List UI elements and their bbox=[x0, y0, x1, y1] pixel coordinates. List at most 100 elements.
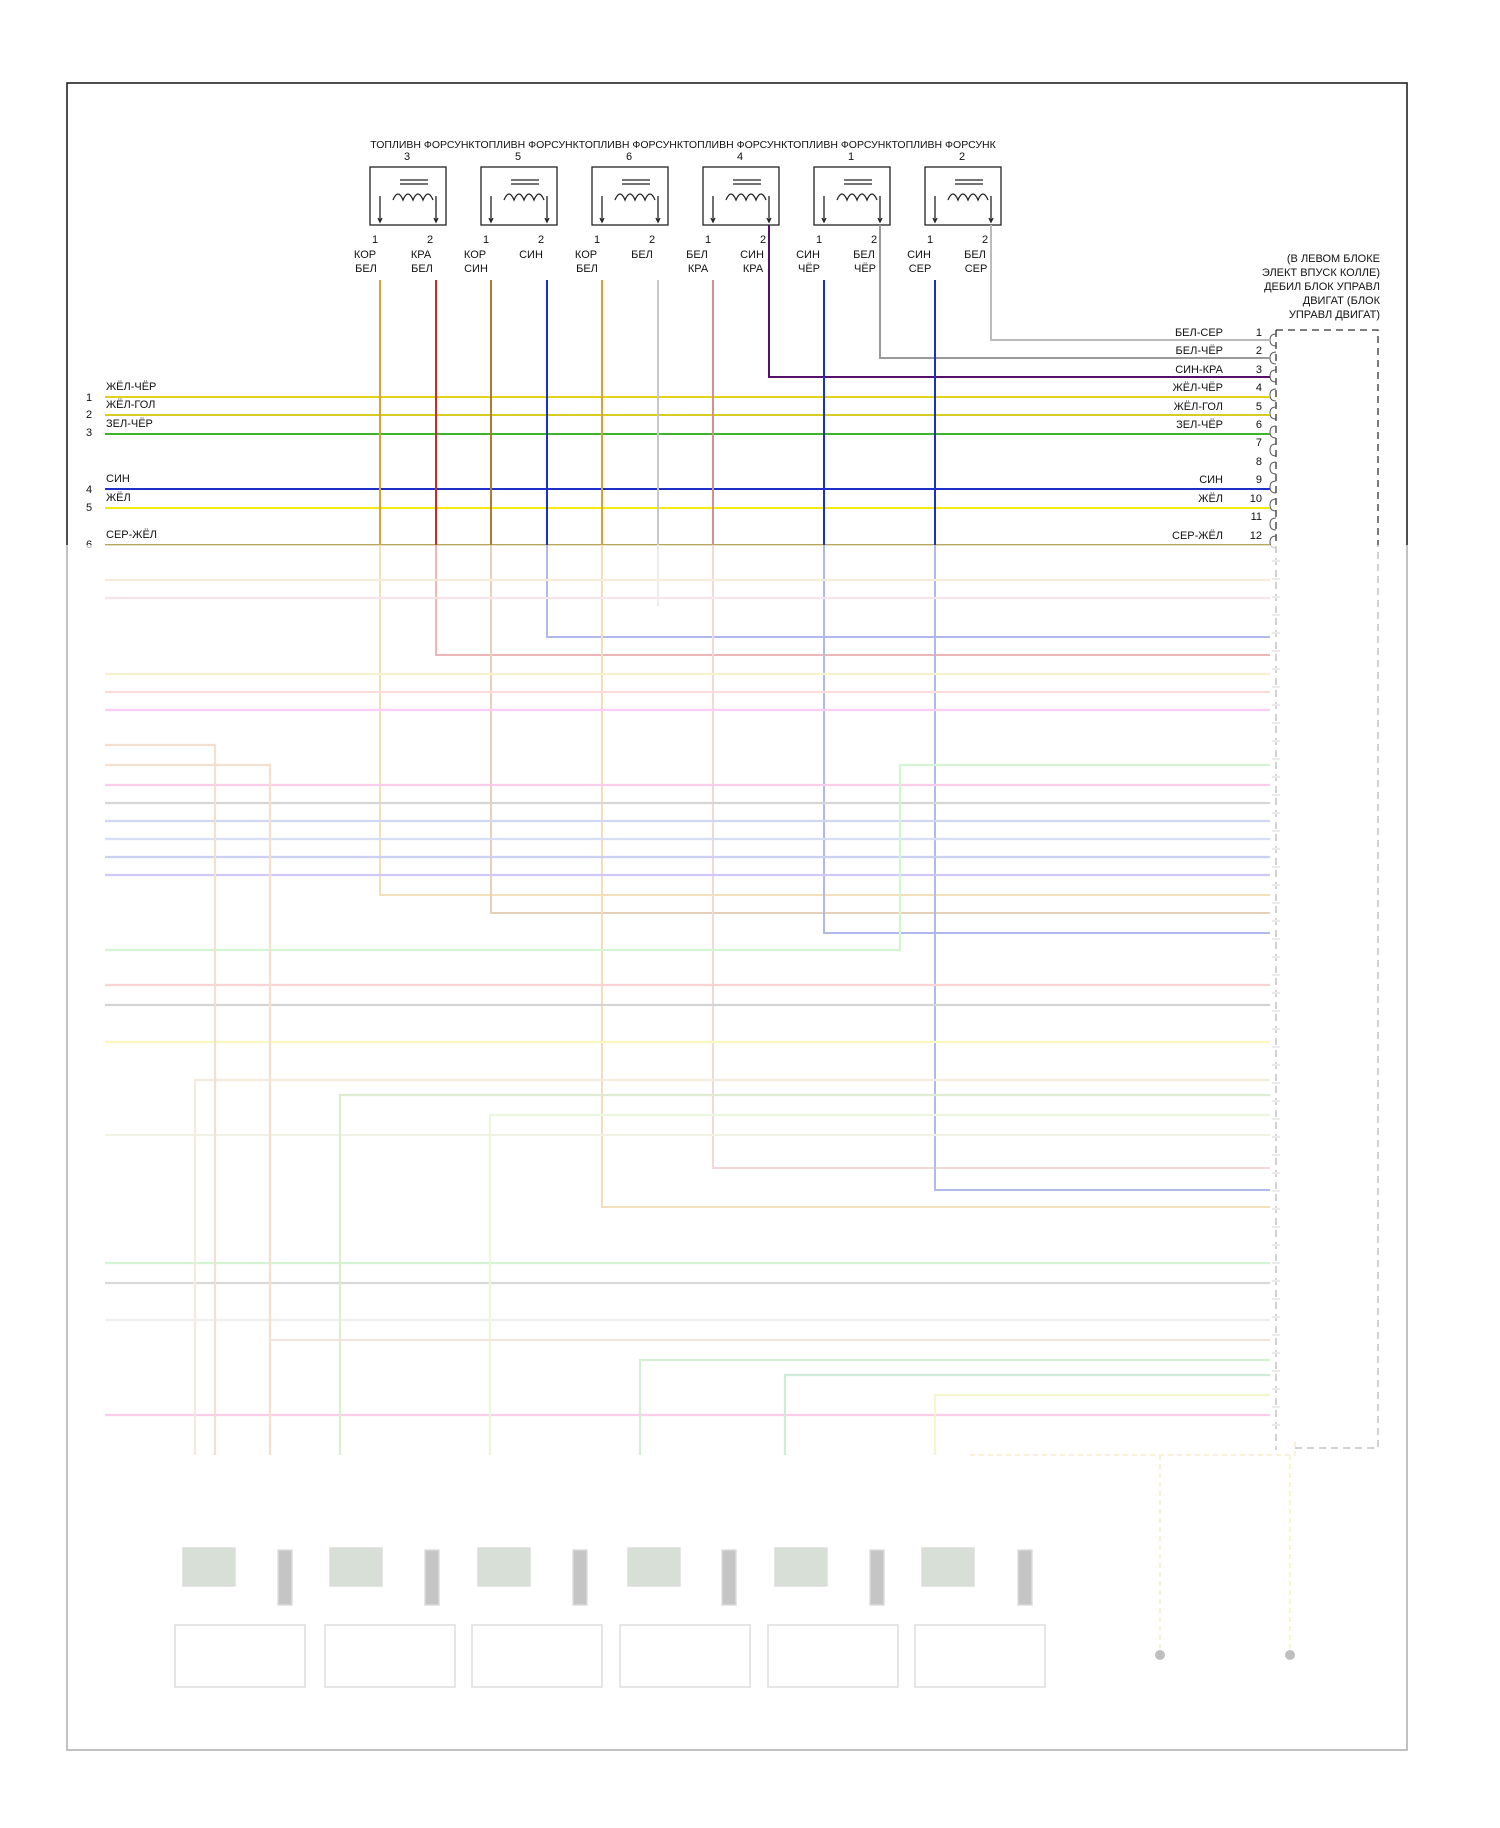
wire-label: БЕЛ bbox=[853, 249, 875, 261]
injector-1 bbox=[813, 166, 891, 226]
wire-label: КРА bbox=[743, 263, 764, 275]
ecu-pin-label: ЖЁЛ-ГОЛ bbox=[1174, 401, 1223, 413]
wire bbox=[488, 1113, 1270, 1455]
injector-2 bbox=[924, 166, 1002, 226]
ecu-pin-number: 6 bbox=[1256, 419, 1262, 431]
ecu-pin-number: 3 bbox=[1256, 364, 1262, 376]
injector-1-number: 1 bbox=[848, 151, 854, 163]
injector-6-number: 6 bbox=[626, 151, 632, 163]
ecu-label-line: УПРАВЛ ДВИГАТ) bbox=[1289, 309, 1380, 321]
coil-2 bbox=[324, 1547, 456, 1688]
wire-label: БЕЛ bbox=[411, 263, 433, 275]
wire bbox=[338, 1093, 1270, 1455]
wire-inj4-1 bbox=[712, 280, 1270, 1169]
ecu-pin-number: 12 bbox=[1250, 530, 1262, 542]
ecu-pin-label: ЖЁЛ bbox=[1198, 493, 1223, 505]
ecu-label-line: ДЕБИЛ БЛОК УПРАВЛ bbox=[1264, 281, 1380, 293]
coil-5 bbox=[767, 1547, 899, 1688]
wire-label: СИН bbox=[907, 249, 931, 261]
ecu-block-outline bbox=[1275, 329, 1379, 1450]
ecu-pin-numbers: 1 2 3 4 5 6 7 8 9 10 11 12 bbox=[1250, 327, 1262, 542]
injector-3 bbox=[369, 166, 447, 226]
injector-4 bbox=[702, 166, 780, 226]
pin-number: 1 bbox=[816, 234, 822, 246]
pin-number: 2 bbox=[427, 234, 433, 246]
pin-number: 1 bbox=[705, 234, 711, 246]
ecu-pin-label: ЗЕЛ-ЧЁР bbox=[1176, 419, 1223, 431]
injector-5 bbox=[480, 166, 558, 226]
ecu-pin-number: 11 bbox=[1251, 511, 1262, 523]
wire bbox=[105, 763, 272, 1455]
ecu-pin-number: 4 bbox=[1256, 382, 1262, 394]
ecu-pin-number: 5 bbox=[1256, 401, 1262, 413]
ecu-pin-number: 1 bbox=[1256, 327, 1262, 339]
left-wire-label: ЗЕЛ-ЧЁР bbox=[106, 418, 153, 430]
ecu-pin-label: СИН bbox=[1199, 474, 1223, 486]
left-wire-label: ЖЁЛ-ЧЁР bbox=[106, 381, 156, 393]
wire-label: БЕЛ bbox=[631, 249, 653, 261]
wire-inj2-1 bbox=[934, 280, 1270, 1191]
wire-label: КОР bbox=[354, 249, 376, 261]
left-wire-label: СИН bbox=[106, 473, 130, 485]
ecu-label: (В ЛЕВОМ БЛОКЕ ЭЛЕКТ ВПУСК КОЛЛЕ) ДЕБИЛ … bbox=[1262, 253, 1381, 321]
ecu-pin-number: 8 bbox=[1256, 456, 1262, 468]
left-wire-number: 6 bbox=[86, 539, 92, 551]
left-wire-number: 5 bbox=[86, 502, 92, 514]
wire-white-gray bbox=[990, 225, 1270, 341]
pin-number: 1 bbox=[483, 234, 489, 246]
ecu-pin-label: СИН-КРА bbox=[1175, 364, 1223, 376]
ground-point bbox=[1155, 1650, 1165, 1660]
injectors-title: ТОПЛИВН ФОРСУНКТОПЛИВН ФОРСУНКТОПЛИВН ФО… bbox=[370, 139, 996, 151]
wire-label: СИН bbox=[464, 263, 488, 275]
pin-number: 1 bbox=[927, 234, 933, 246]
wire-inj5-2 bbox=[546, 280, 1270, 638]
wire-label: КОР bbox=[575, 249, 597, 261]
wire bbox=[105, 743, 217, 1455]
injector-wires bbox=[379, 280, 1270, 1208]
wire bbox=[970, 1440, 1297, 1457]
injector-numbers: 3 5 6 4 1 2 bbox=[404, 151, 965, 163]
wire-label: СИН bbox=[740, 249, 764, 261]
left-wire-number: 2 bbox=[86, 409, 92, 421]
injector-2-number: 2 bbox=[959, 151, 965, 163]
wire-label: СЕР bbox=[965, 263, 988, 275]
ecu-label-line: (В ЛЕВОМ БЛОКЕ bbox=[1287, 253, 1380, 265]
injector-wire-labels: КОР БЕЛ КРА БЕЛ КОР СИН СИН КОР БЕЛ БЕЛ … bbox=[354, 249, 987, 275]
pin-number: 1 bbox=[372, 234, 378, 246]
wire-label: БЕЛ bbox=[576, 263, 598, 275]
wire-label: СИН bbox=[796, 249, 820, 261]
wire-label: БЕЛ bbox=[355, 263, 377, 275]
coil-4 bbox=[619, 1547, 751, 1688]
coil-components bbox=[174, 1547, 1295, 1688]
left-wire-label: ЖЁЛ bbox=[106, 492, 131, 504]
ground-point bbox=[1285, 1650, 1295, 1660]
wire bbox=[193, 1078, 1270, 1455]
ecu-pin-label: ЖЁЛ-ЧЁР bbox=[1173, 382, 1223, 394]
ecu-pin-label: СЕР-ЖЁЛ bbox=[1172, 530, 1223, 542]
pin-number: 2 bbox=[982, 234, 988, 246]
left-wire-label: ЖЁЛ-ГОЛ bbox=[106, 399, 155, 411]
wire-inj5-1 bbox=[490, 280, 1270, 914]
wire-label: СЕР bbox=[909, 263, 932, 275]
ecu-pin-number: 7 bbox=[1256, 437, 1262, 449]
pin-number: 2 bbox=[538, 234, 544, 246]
pin-number: 1 bbox=[594, 234, 600, 246]
lower-wires bbox=[105, 578, 1297, 1650]
injector-3-number: 3 bbox=[404, 151, 410, 163]
pin-number: 2 bbox=[649, 234, 655, 246]
wire-label: КРА bbox=[411, 249, 432, 261]
coil-1 bbox=[174, 1547, 306, 1688]
pin-number: 2 bbox=[871, 234, 877, 246]
ecu-pin-labels: БЕЛ-СЕР БЕЛ-ЧЁР СИН-КРА ЖЁЛ-ЧЁР ЖЁЛ-ГОЛ … bbox=[1172, 327, 1224, 542]
ecu-pin-label: БЕЛ-СЕР bbox=[1175, 327, 1223, 339]
wire-label: КОР bbox=[464, 249, 486, 261]
wire-white-black bbox=[879, 225, 1270, 359]
injector-4-number: 4 bbox=[737, 151, 743, 163]
left-wire-number: 3 bbox=[86, 427, 92, 439]
injector-5-number: 5 bbox=[515, 151, 521, 163]
wire-label: БЕЛ bbox=[686, 249, 708, 261]
ecu-pin-label: БЕЛ-ЧЁР bbox=[1176, 345, 1223, 357]
injector-pin-numbers: 1 2 1 2 1 2 1 2 1 2 1 2 bbox=[372, 234, 988, 246]
coil-6 bbox=[914, 1547, 1046, 1688]
injector-6 bbox=[591, 166, 669, 226]
